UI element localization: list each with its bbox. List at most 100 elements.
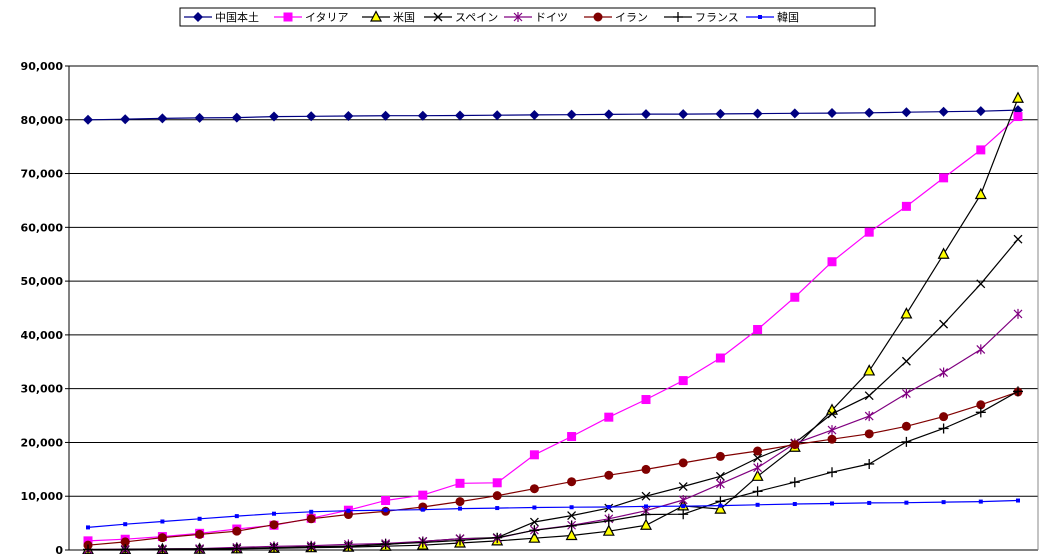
- data-point: [195, 529, 205, 539]
- legend-item: イラン: [584, 11, 648, 24]
- data-point: [827, 257, 837, 267]
- data-point: [346, 508, 351, 513]
- series-line: [87, 116, 1019, 542]
- series-3: [82, 91, 1024, 554]
- data-point: [380, 110, 391, 121]
- data-point: [86, 525, 90, 530]
- series-2: [83, 112, 1023, 546]
- data-point: [495, 506, 500, 511]
- y-tick-label: 50,000: [21, 275, 64, 288]
- data-point: [901, 436, 912, 447]
- data-point: [864, 391, 874, 401]
- data-point: [678, 458, 688, 468]
- legend-label: イラン: [615, 11, 648, 24]
- legend-item: 中国本土: [184, 10, 259, 24]
- data-point: [753, 462, 763, 473]
- y-tick-label: 10,000: [21, 490, 64, 503]
- data-point: [566, 109, 577, 120]
- series-1: [83, 105, 1023, 125]
- data-point: [641, 109, 651, 120]
- data-point: [455, 535, 465, 546]
- data-point: [751, 469, 764, 481]
- data-point: [567, 511, 577, 521]
- legend-marker: [513, 12, 523, 22]
- data-point: [753, 446, 763, 456]
- data-point: [976, 279, 986, 289]
- data-point: [753, 325, 763, 335]
- y-tick-label: 70,000: [21, 168, 64, 181]
- data-point: [752, 108, 763, 119]
- data-point: [380, 539, 391, 550]
- legend-marker: [370, 10, 382, 22]
- data-point: [864, 411, 874, 422]
- data-point: [641, 509, 651, 520]
- data-point: [1013, 234, 1023, 244]
- data-point: [678, 109, 689, 120]
- legend-marker: [193, 12, 203, 22]
- data-point: [864, 227, 874, 237]
- data-point: [938, 106, 949, 117]
- y-tick-label: 20,000: [21, 436, 64, 449]
- data-point: [976, 145, 986, 155]
- data-point: [901, 201, 911, 211]
- plot-area: [82, 91, 1024, 554]
- legend-marker: [433, 12, 443, 22]
- legend-marker: [593, 12, 603, 22]
- legend-label: 米国: [393, 11, 415, 24]
- data-point: [566, 520, 577, 531]
- data-point: [678, 509, 689, 520]
- data-point: [752, 486, 763, 497]
- legend-label: 中国本土: [215, 10, 259, 24]
- data-point: [231, 112, 242, 123]
- data-point: [715, 353, 725, 363]
- y-tick-label: 30,000: [21, 383, 64, 396]
- data-point: [939, 173, 949, 183]
- data-point: [864, 458, 875, 469]
- data-point: [309, 509, 314, 514]
- data-point: [678, 482, 688, 492]
- data-point: [83, 114, 93, 125]
- data-point: [715, 478, 725, 489]
- data-point: [1016, 498, 1020, 503]
- data-point: [938, 423, 949, 434]
- data-point: [641, 464, 651, 474]
- legend-label: イタリア: [305, 11, 349, 24]
- data-point: [194, 543, 205, 554]
- data-point: [1013, 386, 1023, 397]
- data-point: [420, 507, 425, 512]
- data-point: [1012, 91, 1024, 103]
- data-point: [974, 187, 987, 200]
- series-line: [87, 390, 1019, 551]
- data-point: [901, 421, 911, 431]
- data-point: [455, 110, 465, 121]
- data-point: [864, 107, 875, 118]
- series-line: [87, 391, 1019, 546]
- legend-item: ドイツ: [504, 11, 568, 24]
- y-tick-label: 60,000: [21, 221, 64, 234]
- data-point: [978, 499, 983, 504]
- legend: 中国本土 イタリア 米国 スペイン ドイツ イラン フランス 韓国: [179, 7, 876, 27]
- legend-item: フランス: [664, 11, 739, 24]
- data-point: [715, 451, 725, 461]
- data-point: [827, 409, 837, 419]
- data-point: [234, 514, 239, 519]
- legend-item: 米国: [362, 10, 415, 24]
- data-point: [343, 510, 353, 520]
- data-point: [194, 112, 205, 123]
- data-point: [565, 528, 578, 541]
- data-point: [976, 400, 986, 410]
- data-point: [678, 494, 688, 505]
- data-point: [343, 541, 354, 552]
- data-point: [343, 111, 354, 122]
- data-point: [306, 111, 317, 122]
- legend-label: ドイツ: [535, 11, 568, 24]
- y-axis: 0 10,000 20,000 30,000 40,000 50,000 60,000 70,…: [21, 60, 1039, 554]
- data-point: [790, 292, 800, 302]
- data-point: [272, 511, 276, 516]
- data-point: [418, 490, 428, 500]
- data-point: [714, 502, 727, 514]
- data-point: [123, 522, 128, 527]
- data-point: [830, 501, 834, 506]
- data-point: [120, 544, 131, 554]
- data-point: [641, 491, 651, 501]
